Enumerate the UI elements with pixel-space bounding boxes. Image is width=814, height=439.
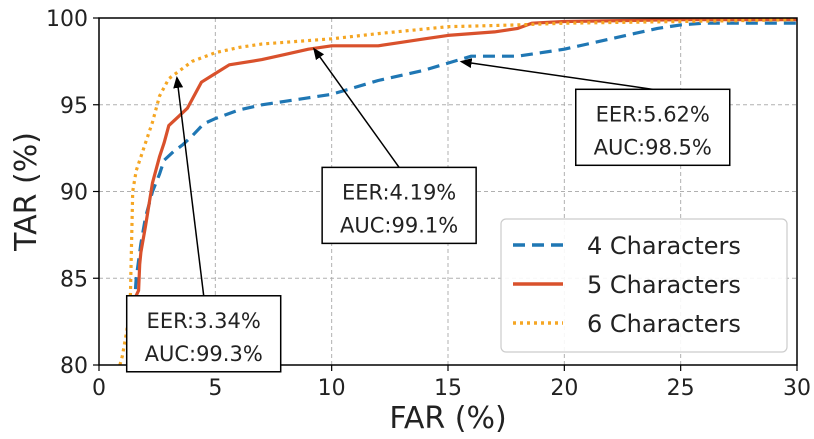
x-axis-label: FAR (%) xyxy=(389,401,506,436)
annotation-arrow-1 xyxy=(173,75,205,296)
annotation-box-3 xyxy=(574,88,731,167)
y-tick-label-1: 85 xyxy=(60,267,88,292)
annotation-1: EER:3.34% AUC:99.3% xyxy=(125,75,282,373)
annotation-eer-1: EER:3.34% xyxy=(147,309,261,333)
x-tick-label-0: 0 xyxy=(92,376,106,401)
y-axis-label: TAR (%) xyxy=(9,132,44,252)
annotation-2: EER:4.19% AUC:99.1% xyxy=(313,47,477,245)
legend-label-3: 6 Characters xyxy=(587,310,741,338)
annotation-auc-2: AUC:99.1% xyxy=(340,213,458,237)
x-ticks: 0 5 10 15 20 25 30 xyxy=(92,365,811,401)
annotation-arrow-2 xyxy=(313,47,400,168)
annotation-box-2 xyxy=(321,166,477,245)
legend: 4 Characters 5 Characters 6 Characters xyxy=(500,218,788,353)
annotation-box-1 xyxy=(125,295,282,373)
legend-label-1: 4 Characters xyxy=(587,232,741,260)
annotation-eer-3: EER:5.62% xyxy=(596,102,710,126)
y-tick-label-4: 100 xyxy=(46,7,88,32)
x-tick-label-1: 5 xyxy=(208,376,222,401)
annotation-auc-3: AUC:98.5% xyxy=(594,135,712,159)
annotation-arrow-3 xyxy=(459,58,653,91)
annotation-auc-1: AUC:99.3% xyxy=(145,342,263,366)
annotations: EER:3.34%AUC:99.3%EER:4.19%AUC:99.1%EER:… xyxy=(125,47,731,373)
series-line-2 xyxy=(130,18,797,366)
x-tick-label-6: 30 xyxy=(783,376,811,401)
legend-frame xyxy=(500,218,788,353)
y-ticks: 80 85 90 95 100 xyxy=(46,7,99,379)
x-tick-label-2: 10 xyxy=(318,376,346,401)
y-tick-label-2: 90 xyxy=(60,181,88,206)
x-tick-label-4: 20 xyxy=(550,376,578,401)
x-tick-label-5: 25 xyxy=(667,376,695,401)
legend-label-2: 5 Characters xyxy=(587,271,741,299)
x-tick-label-3: 15 xyxy=(434,376,462,401)
annotation-eer-2: EER:4.19% xyxy=(342,180,456,204)
y-tick-label-0: 80 xyxy=(60,354,88,379)
annotation-3: EER:5.62% AUC:98.5% xyxy=(459,58,731,167)
series-line-3 xyxy=(118,18,798,366)
y-tick-label-3: 95 xyxy=(60,94,88,119)
